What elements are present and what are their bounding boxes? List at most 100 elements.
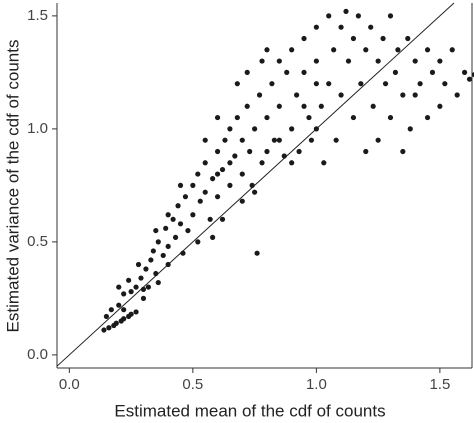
- point: [247, 148, 253, 155]
- point: [148, 257, 154, 263]
- point: [405, 35, 411, 42]
- point: [363, 148, 369, 155]
- point: [177, 221, 184, 227]
- point: [227, 182, 233, 188]
- point: [395, 47, 401, 53]
- point: [318, 103, 324, 109]
- point: [232, 153, 238, 159]
- point: [264, 47, 270, 53]
- point: [333, 137, 339, 143]
- point: [338, 24, 344, 30]
- point: [392, 69, 399, 75]
- point: [429, 69, 436, 75]
- point: [222, 137, 228, 143]
- point: [121, 316, 127, 322]
- identity-line: [56, 2, 455, 367]
- point: [454, 92, 460, 98]
- point: [170, 216, 176, 222]
- point: [284, 69, 290, 75]
- point: [177, 182, 184, 188]
- point: [308, 137, 315, 143]
- y-tick-label: 1.0: [27, 120, 48, 137]
- point: [128, 311, 134, 317]
- point: [343, 8, 349, 14]
- point: [185, 227, 191, 234]
- point: [400, 92, 406, 98]
- point: [252, 189, 258, 195]
- point: [358, 81, 364, 87]
- point: [252, 126, 258, 132]
- point: [244, 69, 250, 75]
- point: [370, 103, 376, 109]
- point: [244, 103, 250, 109]
- point: [219, 216, 226, 222]
- point: [326, 13, 332, 19]
- point: [182, 194, 189, 200]
- point: [113, 320, 119, 326]
- point: [269, 81, 275, 87]
- point: [135, 261, 142, 268]
- point: [301, 69, 307, 75]
- point: [202, 137, 208, 143]
- point: [449, 47, 455, 53]
- point: [321, 160, 327, 166]
- point: [165, 212, 171, 218]
- point: [264, 114, 270, 121]
- point: [387, 114, 394, 121]
- point: [207, 216, 213, 222]
- point: [380, 35, 386, 42]
- x-tick-label: 1.0: [306, 376, 327, 393]
- y-axis-label: Estimated variance of the cdf of counts: [3, 40, 22, 333]
- point: [214, 194, 221, 200]
- point: [412, 92, 418, 98]
- point: [175, 203, 181, 209]
- point: [471, 72, 474, 78]
- point: [387, 13, 394, 19]
- point: [190, 182, 196, 188]
- point: [407, 126, 413, 132]
- point: [259, 58, 265, 64]
- point: [264, 148, 270, 155]
- point: [276, 58, 282, 64]
- x-tick-label: 1.5: [429, 376, 450, 393]
- point: [153, 270, 159, 277]
- point: [296, 148, 302, 155]
- point: [214, 171, 221, 177]
- point: [116, 284, 122, 290]
- point: [276, 137, 282, 143]
- point: [155, 239, 161, 245]
- point: [375, 137, 381, 143]
- point: [289, 160, 295, 166]
- point: [145, 284, 151, 290]
- point: [249, 182, 255, 188]
- x-tick-label: 0.5: [182, 376, 203, 393]
- point: [210, 234, 216, 240]
- point: [424, 114, 431, 121]
- y-tick-label: 0.5: [27, 233, 48, 250]
- point: [180, 250, 186, 256]
- point: [227, 126, 233, 132]
- point: [214, 148, 221, 155]
- point: [165, 243, 171, 250]
- point: [331, 47, 337, 53]
- point: [466, 76, 473, 82]
- point: [150, 248, 156, 254]
- point: [424, 47, 431, 53]
- point: [140, 295, 147, 301]
- point: [234, 114, 240, 121]
- point: [103, 313, 110, 320]
- point: [239, 171, 245, 177]
- point: [437, 103, 443, 109]
- point: [355, 13, 361, 19]
- point: [289, 126, 295, 132]
- point: [153, 227, 159, 234]
- point: [133, 284, 139, 290]
- x-axis-label: Estimated mean of the cdf of counts: [114, 401, 385, 420]
- point: [254, 250, 260, 256]
- point: [271, 137, 277, 143]
- point: [126, 277, 132, 283]
- point: [281, 153, 287, 159]
- point: [239, 198, 245, 204]
- point: [375, 58, 381, 64]
